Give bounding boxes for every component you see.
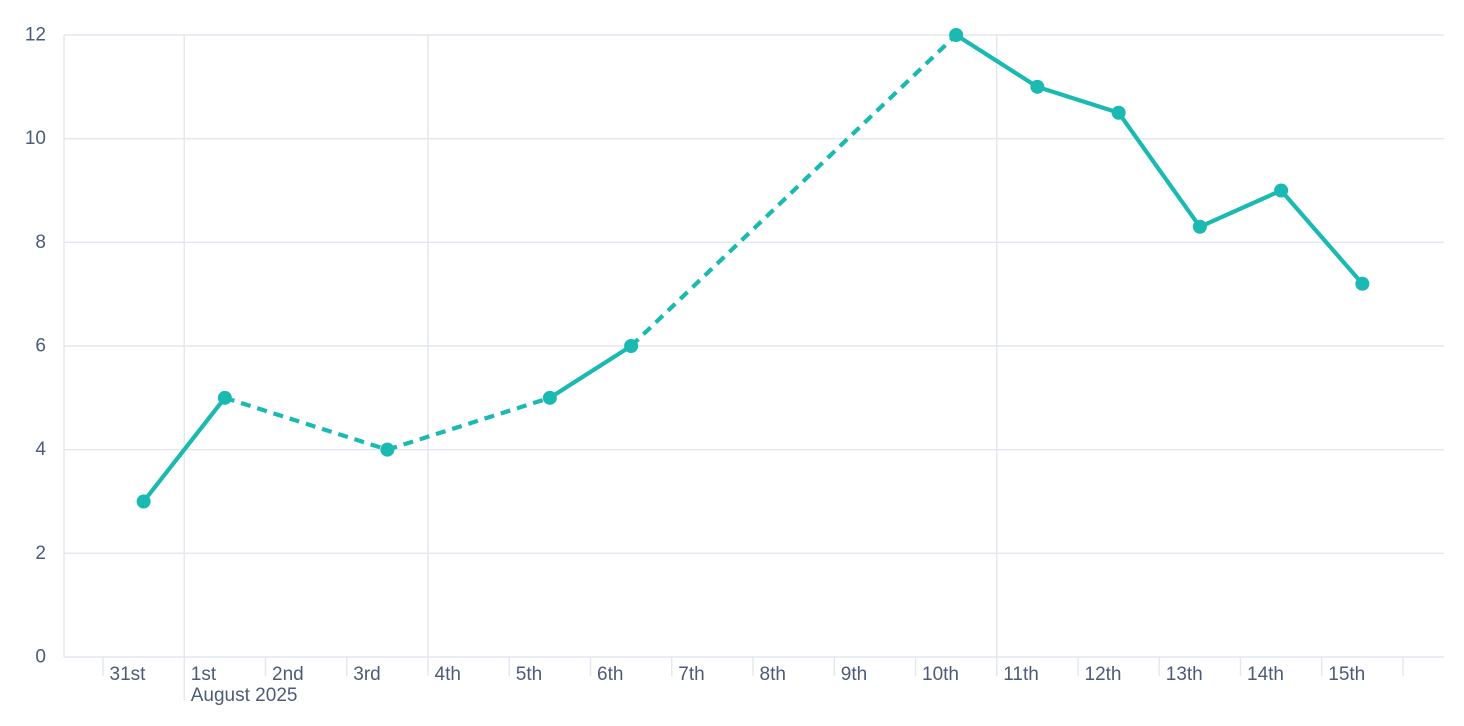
series-markers <box>136 28 1370 509</box>
series-segment-solid <box>1197 188 1284 229</box>
x-axis-label: 8th <box>760 664 786 685</box>
x-axis-label: 15th <box>1328 664 1365 685</box>
x-axis-label: 1st <box>191 664 217 685</box>
series-segment-dashed <box>629 33 958 348</box>
series-segment-solid <box>547 343 634 400</box>
data-point-marker[interactable] <box>949 28 964 42</box>
data-point-marker[interactable] <box>1192 219 1207 234</box>
x-axis-label: 12th <box>1085 664 1122 685</box>
series-segment-dashed <box>386 395 551 452</box>
x-axis-label: 2nd <box>272 664 304 685</box>
y-axis-label: 0 <box>35 647 46 668</box>
y-axis-label: 4 <box>35 439 46 460</box>
x-axis-label: 4th <box>435 664 461 685</box>
data-point-marker[interactable] <box>542 390 557 405</box>
x-axis-label: 6th <box>597 664 623 685</box>
data-point-marker[interactable] <box>1274 183 1289 198</box>
x-axis-label: 13th <box>1166 664 1203 685</box>
x-axis-label: 31st <box>110 664 147 685</box>
series-segment-solid <box>1279 188 1365 286</box>
y-axis-label: 12 <box>25 25 46 46</box>
series-segment-dashed <box>224 395 389 452</box>
data-point-marker[interactable] <box>217 390 232 405</box>
x-axis-label: 5th <box>516 664 542 685</box>
x-axis-label: 14th <box>1247 664 1284 685</box>
y-axis-label: 8 <box>35 232 46 253</box>
x-axis-label: 11th <box>1003 664 1039 685</box>
x-axis-label: 9th <box>841 664 867 685</box>
x-axis-ticks <box>102 657 1404 700</box>
y-axis-label: 6 <box>35 336 46 357</box>
data-point-marker[interactable] <box>1111 105 1126 120</box>
y-axis-label: 2 <box>35 543 46 564</box>
x-axis-labels: 31st 1st 2nd 3rd 4th 5th 6th 7th 8th 9th 10th 11th 1… <box>110 664 1366 706</box>
y-axis-labels: 0 2 4 6 8 10 12 <box>25 25 47 668</box>
data-point-marker[interactable] <box>1030 79 1045 94</box>
series-line <box>141 32 1365 504</box>
data-point-marker[interactable] <box>624 339 639 353</box>
series-segment-solid <box>1116 110 1202 229</box>
data-point-marker[interactable] <box>136 494 151 509</box>
series-segment-solid <box>141 395 227 504</box>
x-axis-label: 3rd <box>353 664 380 685</box>
data-point-marker[interactable] <box>380 442 395 457</box>
series-segment-solid <box>1035 84 1121 115</box>
gridlines <box>63 34 1444 658</box>
x-axis-label: 7th <box>678 664 704 685</box>
y-axis-label: 10 <box>25 128 46 149</box>
data-point-marker[interactable] <box>1355 276 1370 291</box>
month-label: August 2025 <box>191 685 298 706</box>
x-axis-label: 10th <box>922 664 959 685</box>
series-segment-solid <box>954 32 1040 89</box>
